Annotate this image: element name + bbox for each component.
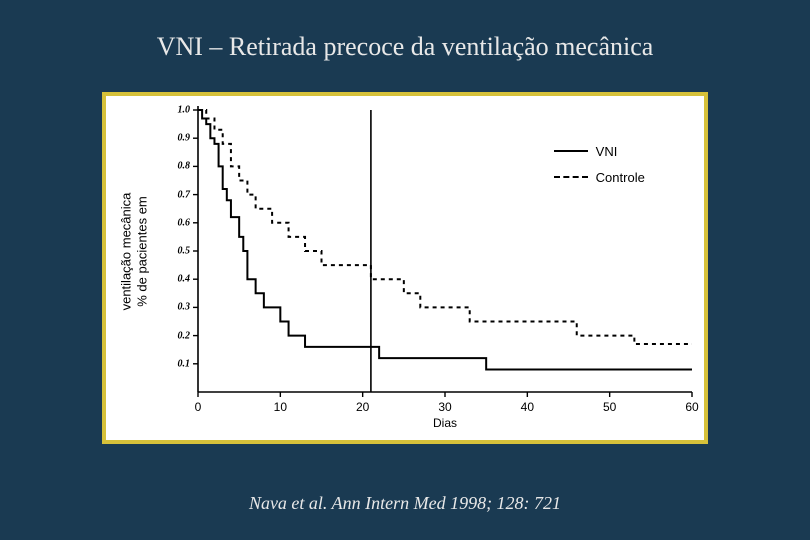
y-tick-label: 0.1: [168, 358, 190, 369]
y-tick-label: 0.8: [168, 161, 190, 172]
x-tick-label: 20: [356, 400, 369, 414]
y-tick-label: 0.5: [168, 246, 190, 257]
x-tick-label: 10: [274, 400, 287, 414]
y-tick-label: 0.3: [168, 302, 190, 313]
x-tick-label: 60: [685, 400, 698, 414]
y-tick-label: 0.2: [168, 330, 190, 341]
y-tick-label: 0.7: [168, 189, 190, 200]
y-tick-label: 1.0: [168, 105, 190, 116]
legend-swatch: [554, 176, 588, 178]
slide-title: VNI – Retirada precoce da ventilação mec…: [0, 32, 810, 62]
y-tick-label: 0.4: [168, 274, 190, 285]
legend-label: VNI: [596, 144, 618, 159]
x-axis-label: Dias: [433, 416, 457, 430]
y-tick-label: 0.6: [168, 217, 190, 228]
legend-item-vni: VNI: [554, 144, 618, 159]
legend-label: Controle: [596, 170, 645, 185]
legend-item-controle: Controle: [554, 170, 645, 185]
x-tick-label: 50: [603, 400, 616, 414]
y-tick-label: 0.9: [168, 133, 190, 144]
chart-panel: ventilação mecânica % de pacientes em 0.…: [106, 96, 704, 440]
series-vni: [198, 110, 692, 369]
legend-swatch: [554, 150, 588, 152]
x-tick-label: 40: [521, 400, 534, 414]
x-tick-label: 0: [195, 400, 202, 414]
x-tick-label: 30: [438, 400, 451, 414]
series-controle: [198, 110, 692, 344]
chart-border: ventilação mecânica % de pacientes em 0.…: [102, 92, 708, 444]
citation-text: Nava et al. Ann Intern Med 1998; 128: 72…: [0, 493, 810, 514]
